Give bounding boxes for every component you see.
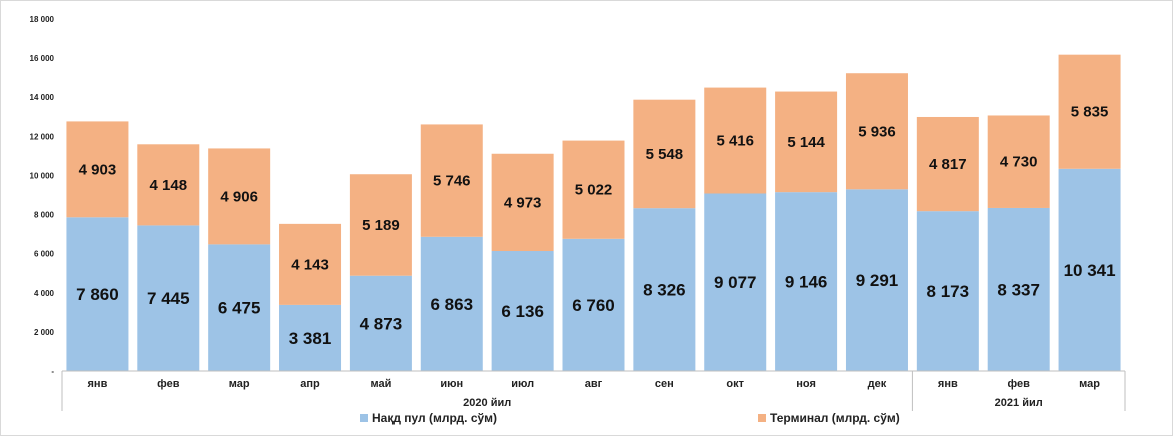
data-label-terminal: 5 548 xyxy=(646,146,684,163)
axes: - 2 000 4 000 6 000 8 000 10 000 12 000 14 000 1… xyxy=(30,15,55,376)
bar-cash xyxy=(420,236,483,371)
x-tick-label: мар xyxy=(229,378,250,390)
data-label-terminal: 4 730 xyxy=(1000,154,1038,171)
x-tick-label: сен xyxy=(655,378,674,390)
bar-terminal xyxy=(845,73,908,190)
data-label-cash: 9 291 xyxy=(856,271,899,290)
y-tick-label: 10 000 xyxy=(30,171,55,180)
data-label-terminal: 5 189 xyxy=(362,217,400,234)
legend-swatch xyxy=(360,414,368,422)
data-label-cash: 8 326 xyxy=(643,281,686,300)
data-label-cash: 6 863 xyxy=(430,295,473,314)
data-label-terminal: 4 143 xyxy=(291,256,329,273)
bars xyxy=(66,54,1121,371)
data-label-cash: 10 341 xyxy=(1064,261,1116,280)
data-label-cash: 3 381 xyxy=(289,329,332,348)
y-tick-label: 8 000 xyxy=(34,211,55,220)
y-tick-label: 12 000 xyxy=(30,132,55,141)
x-tick-label: фев xyxy=(157,378,180,390)
x-tick-label: апр xyxy=(300,378,320,390)
data-label-terminal: 5 022 xyxy=(575,182,613,199)
data-label-cash: 8 173 xyxy=(927,282,970,301)
data-label-cash: 7 860 xyxy=(76,285,119,304)
data-label-cash: 8 337 xyxy=(997,280,1040,299)
bar-terminal xyxy=(987,115,1050,208)
bar-cash xyxy=(845,189,908,371)
bar-terminal xyxy=(916,116,979,212)
y-tick-label: - xyxy=(51,367,54,376)
bar-terminal xyxy=(775,91,838,193)
data-label-terminal: 5 746 xyxy=(433,173,471,190)
x-tick-label: авг xyxy=(585,378,603,390)
bar-terminal xyxy=(420,124,483,237)
data-label-cash: 9 146 xyxy=(785,273,828,292)
x-axis: янв фев мар апр май июн июл авг сен окт ноя дек янв ф… xyxy=(61,370,1126,411)
x-group-label: 2021 йил xyxy=(995,397,1043,409)
x-tick-label: июн xyxy=(440,378,463,390)
x-tick-label: окт xyxy=(726,378,744,390)
bar-terminal xyxy=(137,144,200,226)
bar-cash xyxy=(279,304,342,371)
bar-cash xyxy=(208,244,271,371)
y-tick-label: 2 000 xyxy=(34,328,55,337)
bar-terminal xyxy=(562,140,625,239)
data-label-cash: 6 475 xyxy=(218,299,261,318)
y-tick-label: 18 000 xyxy=(30,15,55,24)
x-tick-label: мар xyxy=(1079,378,1100,390)
data-label-terminal: 5 144 xyxy=(787,134,825,151)
data-label-terminal: 5 416 xyxy=(716,133,754,150)
legend-label: Нақд пул (млрд. сўм) xyxy=(372,411,497,425)
bar-terminal xyxy=(1058,54,1121,169)
x-tick-label: дек xyxy=(868,378,887,390)
data-label-terminal: 5 835 xyxy=(1071,104,1109,121)
data-label-cash: 6 136 xyxy=(501,302,544,321)
data-label-terminal: 4 903 xyxy=(79,161,117,178)
legend-label: Терминал (млрд. сўм) xyxy=(770,411,900,425)
x-tick-label: ноя xyxy=(796,378,816,390)
x-tick-label: июл xyxy=(511,378,534,390)
data-label-terminal: 5 936 xyxy=(858,123,896,140)
x-tick-label: янв xyxy=(938,378,958,390)
legend-swatch xyxy=(758,414,766,422)
data-label-cash: 4 873 xyxy=(360,314,403,333)
data-label-terminal: 4 906 xyxy=(220,188,258,205)
y-tick-label: 4 000 xyxy=(34,289,55,298)
data-label-terminal: 4 148 xyxy=(150,177,188,194)
y-tick-label: 14 000 xyxy=(30,93,55,102)
bar-cash xyxy=(1058,168,1121,371)
bar-terminal xyxy=(633,99,696,209)
data-label-cash: 9 077 xyxy=(714,273,757,292)
bar-cash xyxy=(137,225,200,371)
y-tick-label: 6 000 xyxy=(34,250,55,259)
x-tick-label: май xyxy=(370,378,391,390)
data-label-terminal: 4 973 xyxy=(504,194,542,211)
bar-cash xyxy=(704,193,767,371)
data-labels: 7 860 4 903 7 445 4 148 6 475 4 906 3 381 4 143… xyxy=(76,104,1115,348)
bar-cash xyxy=(633,208,696,371)
bar-terminal xyxy=(704,87,767,194)
bar-terminal xyxy=(66,121,129,218)
bar-terminal xyxy=(208,148,271,245)
bar-cash xyxy=(775,192,838,371)
y-tick-label: 16 000 xyxy=(30,54,55,63)
bar-cash xyxy=(349,275,412,371)
data-label-cash: 6 760 xyxy=(572,296,615,315)
data-label-cash: 7 445 xyxy=(147,289,190,308)
data-label-terminal: 4 817 xyxy=(929,156,967,173)
x-tick-label: фев xyxy=(1008,378,1031,390)
bar-cash xyxy=(916,211,979,371)
bar-terminal xyxy=(349,174,412,276)
bar-cash xyxy=(491,251,554,371)
bar-cash xyxy=(562,238,625,371)
legend: Нақд пул (млрд. сўм) Терминал (млрд. сўм) xyxy=(360,411,900,425)
bar-terminal xyxy=(491,153,554,252)
bar-cash xyxy=(987,207,1050,371)
x-group-label: 2020 йил xyxy=(463,397,511,409)
bar-cash xyxy=(66,217,129,371)
bar-terminal xyxy=(279,223,342,305)
x-tick-label: янв xyxy=(88,378,108,390)
